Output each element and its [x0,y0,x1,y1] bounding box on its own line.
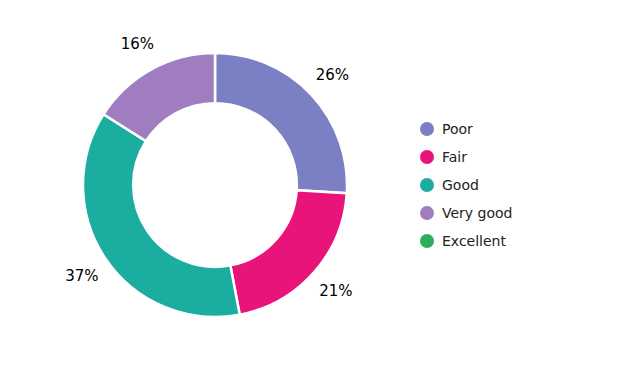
legend-marker [420,206,434,220]
legend-label: Poor [442,121,473,137]
slices [83,53,347,317]
legend-item: Very good [420,205,513,221]
legend-marker [420,122,434,136]
legend-marker [420,234,434,248]
data-label: 21% [319,282,352,300]
slice [104,53,215,141]
data-label: 26% [316,66,349,84]
legend-item: Excellent [420,233,506,249]
legend: Poor Fair Good Very good Excellent [420,121,513,249]
data-label: 37% [65,267,98,285]
chart: 26% 21% 37% 16% Poor Fair Good Very good Excelle… [0,0,621,370]
legend-label: Fair [442,149,467,165]
legend-item: Poor [420,121,473,137]
data-labels: 26% 21% 37% 16% [65,35,352,301]
legend-item: Fair [420,149,467,165]
slice [83,114,240,317]
legend-item: Good [420,177,479,193]
legend-label: Excellent [442,233,506,249]
legend-label: Good [442,177,479,193]
legend-marker [420,150,434,164]
legend-label: Very good [442,205,513,221]
legend-marker [420,178,434,192]
data-label: 16% [121,35,154,53]
plot: 26% 21% 37% 16% [65,35,352,317]
